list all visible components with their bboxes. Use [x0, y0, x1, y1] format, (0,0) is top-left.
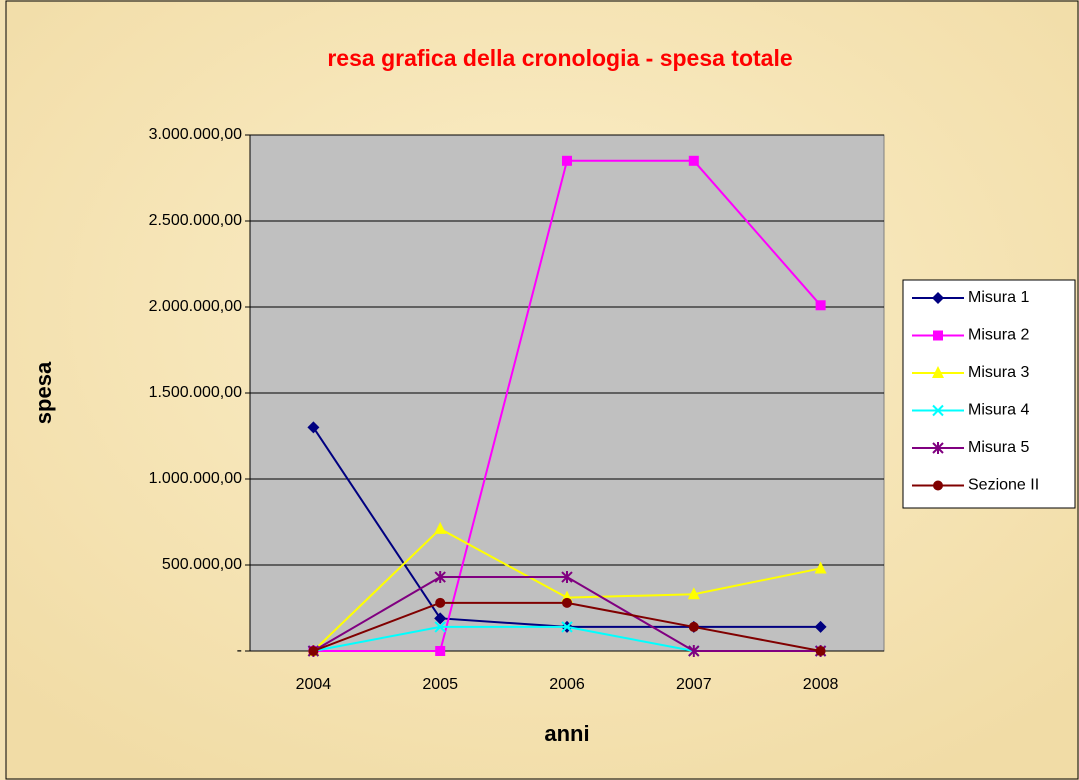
data-point	[307, 421, 320, 434]
data-point	[815, 300, 826, 311]
data-point	[814, 561, 827, 574]
data-point	[688, 155, 699, 166]
data-point	[308, 646, 319, 656]
y-tick-label: -	[237, 642, 242, 659]
data-point	[688, 645, 700, 657]
y-tick-label: 1.500.000,00	[149, 384, 243, 401]
data-point	[561, 571, 573, 584]
chart-title: resa grafica della cronologia - spesa to…	[327, 45, 792, 71]
y-tick-label: 2.500.000,00	[149, 212, 243, 229]
data-point	[562, 155, 572, 166]
data-point	[814, 620, 827, 633]
legend-marker	[933, 330, 943, 341]
data-point	[561, 621, 573, 633]
data-point	[687, 587, 700, 600]
legend-marker	[933, 480, 943, 491]
legend	[902, 279, 1076, 509]
data-point	[435, 597, 446, 608]
legend-marker	[932, 404, 944, 417]
x-tick-label: 2005	[422, 676, 458, 693]
y-tick-label: 1.000.000,00	[149, 470, 243, 487]
data-point	[688, 621, 699, 632]
legend-marker	[932, 366, 944, 378]
x-tick-label: 2008	[803, 676, 839, 693]
y-tick-label: 3.000.000,00	[149, 126, 243, 143]
data-point	[435, 646, 446, 656]
data-point	[562, 597, 572, 608]
legend-label: Sezione II	[968, 477, 1039, 494]
data-point	[434, 621, 446, 633]
x-tick-label: 2006	[549, 676, 585, 693]
y-axis-label: spesa	[31, 361, 56, 424]
data-point	[815, 646, 826, 656]
legend-marker	[932, 292, 944, 304]
data-point	[434, 571, 446, 584]
legend-label: Misura 3	[968, 364, 1029, 381]
legend-label: Misura 5	[968, 439, 1029, 456]
legend-label: Misura 4	[968, 402, 1029, 419]
data-point	[434, 521, 447, 534]
legend-marker	[932, 442, 944, 454]
y-tick-label: 2.000.000,00	[149, 298, 243, 315]
y-tick-label: 500.000,00	[162, 556, 242, 573]
x-tick-label: 2007	[676, 676, 712, 693]
x-axis-label: anni	[544, 721, 589, 746]
legend-label: Misura 1	[968, 289, 1029, 306]
x-tick-label: 2004	[296, 676, 332, 693]
legend-label: Misura 2	[968, 327, 1029, 344]
data-point	[434, 612, 447, 625]
